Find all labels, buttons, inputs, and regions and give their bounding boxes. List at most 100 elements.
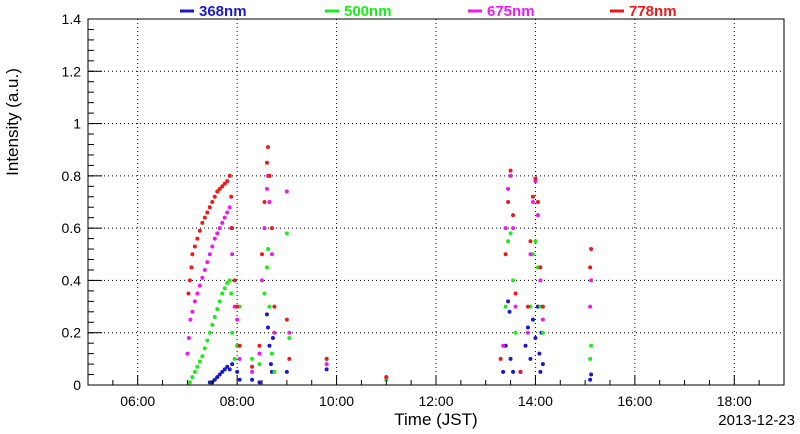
data-point-778nm [250, 364, 255, 369]
data-point-368nm [268, 362, 273, 367]
y-tick-label: 1.2 [62, 63, 82, 79]
data-point-778nm [538, 265, 543, 270]
data-point-368nm [588, 377, 593, 382]
data-point-778nm [229, 194, 234, 199]
data-point-500nm [187, 380, 192, 385]
data-point-368nm [270, 335, 275, 340]
data-point-778nm [588, 265, 593, 270]
grid-layer [88, 18, 784, 386]
data-point-675nm [506, 186, 511, 191]
y-tick-label: 0.4 [62, 272, 82, 288]
x-tick-label: 18:00 [717, 393, 752, 409]
data-point-368nm [528, 356, 533, 361]
legend-label: 675nm [487, 3, 535, 20]
data-point-368nm [508, 356, 513, 361]
data-point-675nm [190, 309, 195, 314]
data-point-675nm [225, 210, 230, 215]
data-point-368nm [540, 362, 545, 367]
data-point-675nm [227, 205, 232, 210]
data-point-675nm [207, 252, 212, 257]
data-point-500nm [287, 335, 292, 340]
data-point-368nm [222, 367, 227, 372]
data-point-778nm [498, 356, 503, 361]
data-point-368nm [507, 309, 512, 314]
data-point-778nm [215, 189, 220, 194]
data-point-778nm [287, 356, 292, 361]
data-point-778nm [269, 226, 274, 231]
legend: 368nm 500nm 675nm 778nm [180, 3, 677, 20]
data-point-778nm [324, 356, 329, 361]
data-point-368nm [220, 369, 225, 374]
data-point-500nm [503, 304, 508, 309]
x-tick-label: 12:00 [418, 393, 453, 409]
data-point-675nm [237, 356, 242, 361]
data-point-500nm [250, 356, 255, 361]
data-point-778nm [528, 239, 533, 244]
x-tick-label: 06:00 [120, 393, 155, 409]
data-point-778nm [190, 252, 195, 257]
data-point-675nm [185, 351, 190, 356]
data-point-675nm [235, 317, 240, 322]
y-tick-label: 0.2 [62, 325, 82, 341]
data-point-500nm [190, 375, 195, 380]
data-point-675nm [230, 252, 235, 257]
data-point-675nm [324, 362, 329, 367]
data-point-368nm [324, 367, 329, 372]
data-point-368nm [250, 377, 255, 382]
data-point-500nm [229, 291, 234, 296]
data-point-675nm [528, 252, 533, 257]
data-point-368nm [225, 364, 230, 369]
data-point-500nm [230, 330, 235, 335]
data-point-500nm [232, 356, 237, 361]
data-point-778nm [232, 278, 237, 283]
data-point-500nm [506, 239, 511, 244]
data-point-778nm [267, 173, 272, 178]
data-point-368nm [264, 312, 269, 317]
x-tick-label: 14:00 [518, 393, 553, 409]
data-point-500nm [511, 278, 516, 283]
data-point-368nm [538, 369, 543, 374]
data-point-675nm [260, 278, 264, 283]
data-point-675nm [589, 278, 594, 283]
data-point-778nm [264, 160, 269, 165]
data-point-675nm [205, 260, 210, 265]
data-point-500nm [210, 322, 215, 327]
data-point-675nm [215, 231, 220, 236]
data-point-500nm [508, 231, 513, 236]
data-point-500nm [513, 330, 518, 335]
data-point-500nm [192, 369, 197, 374]
data-point-368nm [212, 377, 217, 382]
data-point-500nm [264, 265, 269, 270]
data-point-778nm [200, 220, 205, 225]
data-point-675nm [501, 343, 506, 348]
data-point-778nm [237, 343, 242, 348]
data-point-500nm [262, 291, 267, 296]
data-point-778nm [189, 265, 194, 270]
data-point-368nm [533, 335, 538, 340]
data-point-778nm [235, 304, 240, 309]
data-point-500nm [202, 346, 207, 351]
x-axis-title: Time (JST) [394, 410, 477, 429]
data-point-778nm [207, 205, 212, 210]
data-point-675nm [186, 335, 191, 340]
data-point-778nm [227, 173, 232, 178]
data-point-675nm [220, 220, 225, 225]
data-point-500nm [225, 281, 230, 286]
data-point-675nm [188, 317, 193, 322]
data-point-675nm [287, 330, 292, 335]
data-point-500nm [200, 354, 205, 359]
data-point-368nm [525, 325, 530, 330]
data-point-500nm [220, 291, 225, 296]
data-point-675nm [511, 226, 516, 231]
data-point-778nm [508, 168, 513, 173]
data-points-layer [185, 145, 594, 385]
data-point-675nm [588, 304, 593, 309]
data-point-500nm [540, 330, 545, 335]
data-point-675nm [530, 200, 535, 204]
data-point-675nm [197, 283, 202, 288]
legend-label: 778nm [629, 3, 677, 20]
data-point-778nm [212, 194, 217, 199]
y-tick-label: 1 [73, 116, 81, 132]
data-point-500nm [588, 356, 593, 361]
data-point-368nm [235, 369, 240, 374]
